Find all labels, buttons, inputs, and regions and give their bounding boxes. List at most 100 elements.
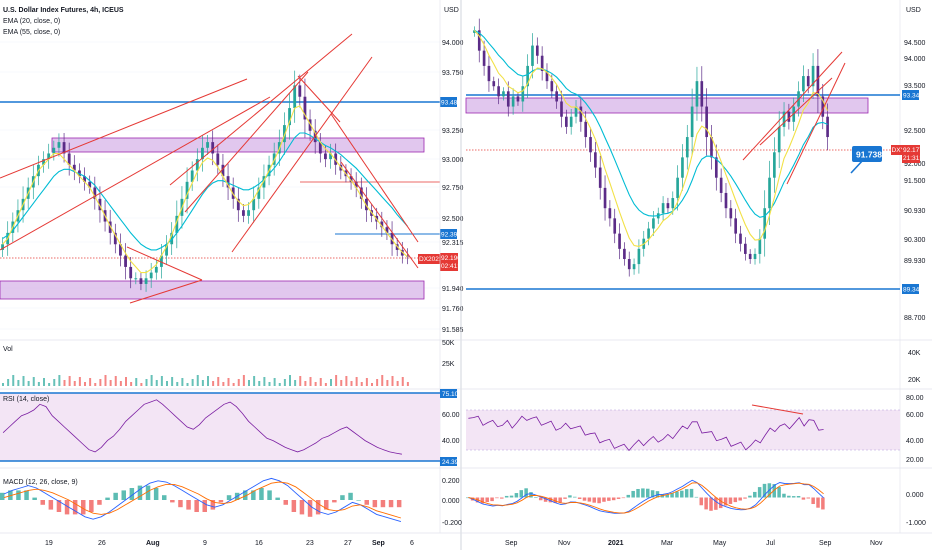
candle-body [821,96,825,117]
volume-bar [345,376,348,386]
candle-body [826,116,829,138]
left-ema55-line [2,132,408,251]
macd-hist-bar [504,495,509,498]
macd-hist-bar [218,500,224,503]
candle-body [773,152,776,178]
macd-hist-bar [194,500,199,512]
volume-bar [104,375,107,386]
macd-hist-bar [162,495,167,500]
macd-hist-bar [738,497,742,501]
candle-body [724,192,728,209]
volume-bar [160,376,163,386]
volume-bar [135,378,138,386]
volume-bar [73,381,76,386]
right-x-label: Mar [661,540,674,547]
right-channel-mid [759,77,833,146]
candle-body [647,228,650,239]
left-vol-axis-label: 50K [442,340,455,347]
candle-body [298,85,302,97]
volume-bar [12,375,15,386]
left-macd-histogram [0,485,402,517]
volume-bar [27,381,30,386]
right-time-axis: Sep Nov 2021 Mar May Jul Sep Nov [505,540,883,547]
macd-hist-bar [40,500,45,505]
macd-hist-bar [495,497,499,499]
macd-hist-bar [485,497,489,503]
candle-body [739,233,742,244]
volume-bar [324,383,327,386]
candle-body [811,65,815,87]
left-x-label: 9 [203,540,207,547]
right-price-label: 94.000 [904,56,926,63]
candle-body [695,81,699,107]
macd-hist-bar [753,491,757,498]
candle-body [129,266,133,279]
volume-bar [371,383,373,386]
macd-hist-bar [145,485,151,500]
right-price-tag [902,145,920,163]
macd-hist-bar [670,492,674,498]
candle-body [303,96,307,120]
left-time-tag-text: 02:41:30 [441,263,467,270]
macd-hist-bar [714,497,718,510]
macd-hist-bar [372,500,378,508]
left-price-label: 91.940 [442,286,464,293]
volume-bar [314,382,317,386]
left-symbol-tag [418,254,440,264]
candle-body [565,116,568,127]
candle-body [550,81,554,92]
candle-body [324,153,327,160]
right-macd-line [468,479,824,514]
trend-line-3 [169,33,353,186]
candle-body [652,218,655,229]
candle-body [139,278,143,284]
macd-hist-bar [772,484,776,498]
volume-bar [283,379,286,386]
candle-body [62,142,66,154]
volume-bar [355,377,358,386]
right-rsi-pane: 80.00 60.00 40.00 20.00 [466,395,924,464]
macd-hist-bar [782,493,786,498]
right-price-label: 92.000 [904,161,926,168]
macd-hist-bar [587,497,592,502]
macd-hist-bar [307,500,313,517]
left-x-label: Aug [146,540,160,547]
volume-bar [125,377,127,386]
volume-bar [232,383,235,386]
volume-bar [32,377,35,386]
candle-body [497,86,500,97]
macd-hist-bar [364,500,369,505]
macd-hist-bar [251,490,256,500]
volume-bar [222,382,225,386]
volume-bar [7,379,10,386]
left-rsi-axis-label: 40.00 [442,438,460,445]
candle-body [608,208,612,219]
candle-body [195,159,199,171]
volume-bar [186,383,189,386]
target-label-box [852,146,882,162]
macd-hist-bar [592,497,596,503]
macd-hist-bar [641,488,645,498]
macd-hist-bar [137,485,143,500]
candle-body [288,108,291,126]
candle-body [748,253,752,260]
volume-bar [294,380,297,386]
candle-body [221,164,225,177]
right-ema55-line [474,29,828,218]
candle-body [334,153,338,165]
candle-body [57,142,61,148]
volume-bar [319,378,322,386]
volume-bar [48,383,51,386]
candle-body [719,177,723,193]
right-trend-lines [742,51,846,185]
left-x-label: 26 [98,540,106,547]
macd-hist-bar [48,500,54,510]
volume-bar [58,375,61,386]
volume-bar [309,377,312,386]
candle-body [201,147,204,160]
right-x-label: 2021 [608,540,624,547]
macd-hist-bar [243,490,248,500]
volume-bar [227,378,230,386]
volume-bar [94,383,97,386]
